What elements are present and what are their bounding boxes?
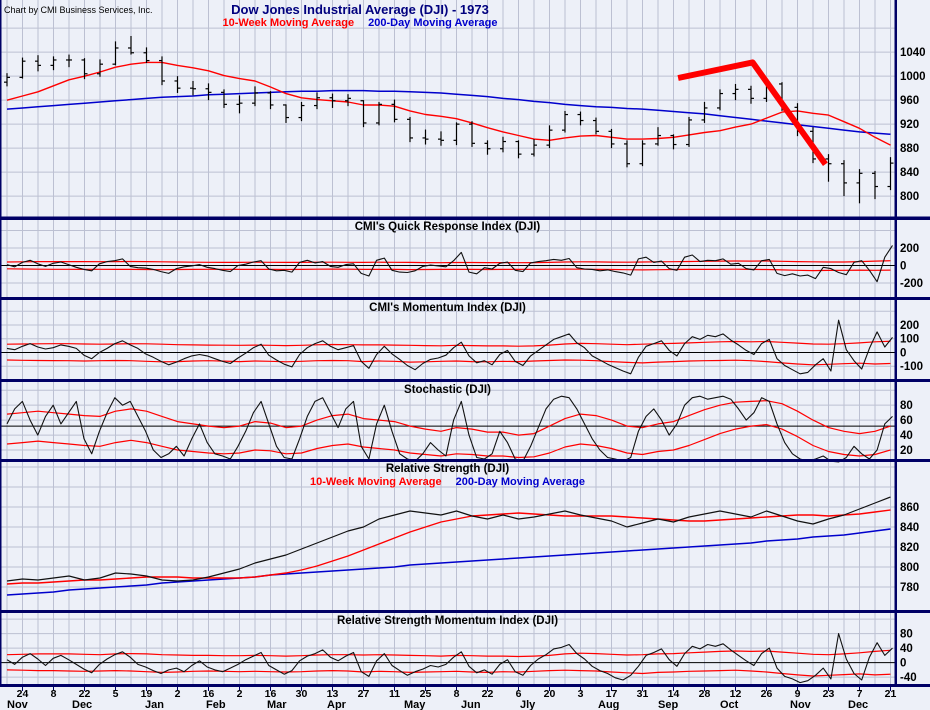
- svg-text:8: 8: [51, 688, 57, 700]
- svg-text:25: 25: [420, 688, 432, 700]
- svg-text:80: 80: [900, 629, 913, 641]
- svg-text:-40: -40: [900, 672, 917, 684]
- svg-text:0: 0: [900, 658, 906, 670]
- svg-text:31: 31: [637, 688, 649, 700]
- svg-text:Mar: Mar: [267, 699, 287, 710]
- svg-text:3: 3: [578, 688, 584, 700]
- svg-text:27: 27: [358, 688, 370, 700]
- svg-text:Nov: Nov: [790, 699, 812, 710]
- svg-text:820: 820: [900, 542, 919, 554]
- svg-text:2: 2: [237, 688, 243, 700]
- svg-text:2: 2: [175, 688, 181, 700]
- svg-text:16: 16: [203, 688, 215, 700]
- svg-text:Jan: Jan: [145, 699, 164, 710]
- svg-text:200: 200: [900, 243, 919, 255]
- svg-text:13: 13: [327, 688, 339, 700]
- svg-text:Aug: Aug: [598, 699, 619, 710]
- svg-text:80: 80: [900, 400, 913, 412]
- svg-text:0: 0: [900, 347, 906, 359]
- svg-text:Dec: Dec: [848, 699, 868, 710]
- svg-text:200: 200: [900, 320, 919, 332]
- svg-text:23: 23: [823, 688, 835, 700]
- svg-text:24: 24: [17, 688, 29, 700]
- svg-text:30: 30: [296, 688, 308, 700]
- svg-text:0: 0: [900, 261, 906, 273]
- svg-text:Sep: Sep: [658, 699, 678, 710]
- svg-text:6: 6: [516, 688, 522, 700]
- svg-text:26: 26: [761, 688, 773, 700]
- svg-text:8: 8: [454, 688, 460, 700]
- svg-text:840: 840: [900, 167, 919, 179]
- svg-text:Nov: Nov: [7, 699, 29, 710]
- svg-text:960: 960: [900, 95, 919, 107]
- svg-text:28: 28: [699, 688, 711, 700]
- svg-text:40: 40: [900, 430, 913, 442]
- svg-text:21: 21: [885, 688, 897, 700]
- svg-text:12: 12: [730, 688, 742, 700]
- svg-text:40: 40: [900, 643, 913, 655]
- svg-text:7: 7: [857, 688, 863, 700]
- svg-text:May: May: [404, 699, 426, 710]
- svg-text:880: 880: [900, 143, 919, 155]
- svg-text:5: 5: [113, 688, 119, 700]
- svg-text:Dec: Dec: [72, 699, 92, 710]
- svg-text:22: 22: [79, 688, 91, 700]
- svg-text:Jly: Jly: [520, 699, 536, 710]
- svg-text:-100: -100: [900, 361, 923, 373]
- svg-text:19: 19: [141, 688, 153, 700]
- svg-text:11: 11: [389, 688, 400, 700]
- svg-text:Oct: Oct: [720, 699, 739, 710]
- svg-text:22: 22: [482, 688, 494, 700]
- svg-text:780: 780: [900, 582, 919, 594]
- svg-text:920: 920: [900, 119, 919, 131]
- svg-text:1040: 1040: [900, 47, 926, 59]
- svg-text:100: 100: [900, 334, 919, 346]
- svg-text:800: 800: [900, 191, 919, 203]
- svg-text:9: 9: [795, 688, 801, 700]
- svg-text:Jun: Jun: [461, 699, 481, 710]
- svg-text:Apr: Apr: [327, 699, 347, 710]
- svg-text:840: 840: [900, 522, 919, 534]
- svg-text:800: 800: [900, 562, 919, 574]
- svg-text:20: 20: [544, 688, 556, 700]
- svg-text:860: 860: [900, 502, 919, 514]
- svg-text:16: 16: [265, 688, 277, 700]
- svg-text:14: 14: [668, 688, 680, 700]
- svg-text:Feb: Feb: [206, 699, 226, 710]
- svg-text:60: 60: [900, 415, 913, 427]
- svg-text:1000: 1000: [900, 71, 926, 83]
- svg-text:-200: -200: [900, 278, 923, 290]
- svg-text:17: 17: [606, 688, 618, 700]
- svg-text:20: 20: [900, 445, 913, 457]
